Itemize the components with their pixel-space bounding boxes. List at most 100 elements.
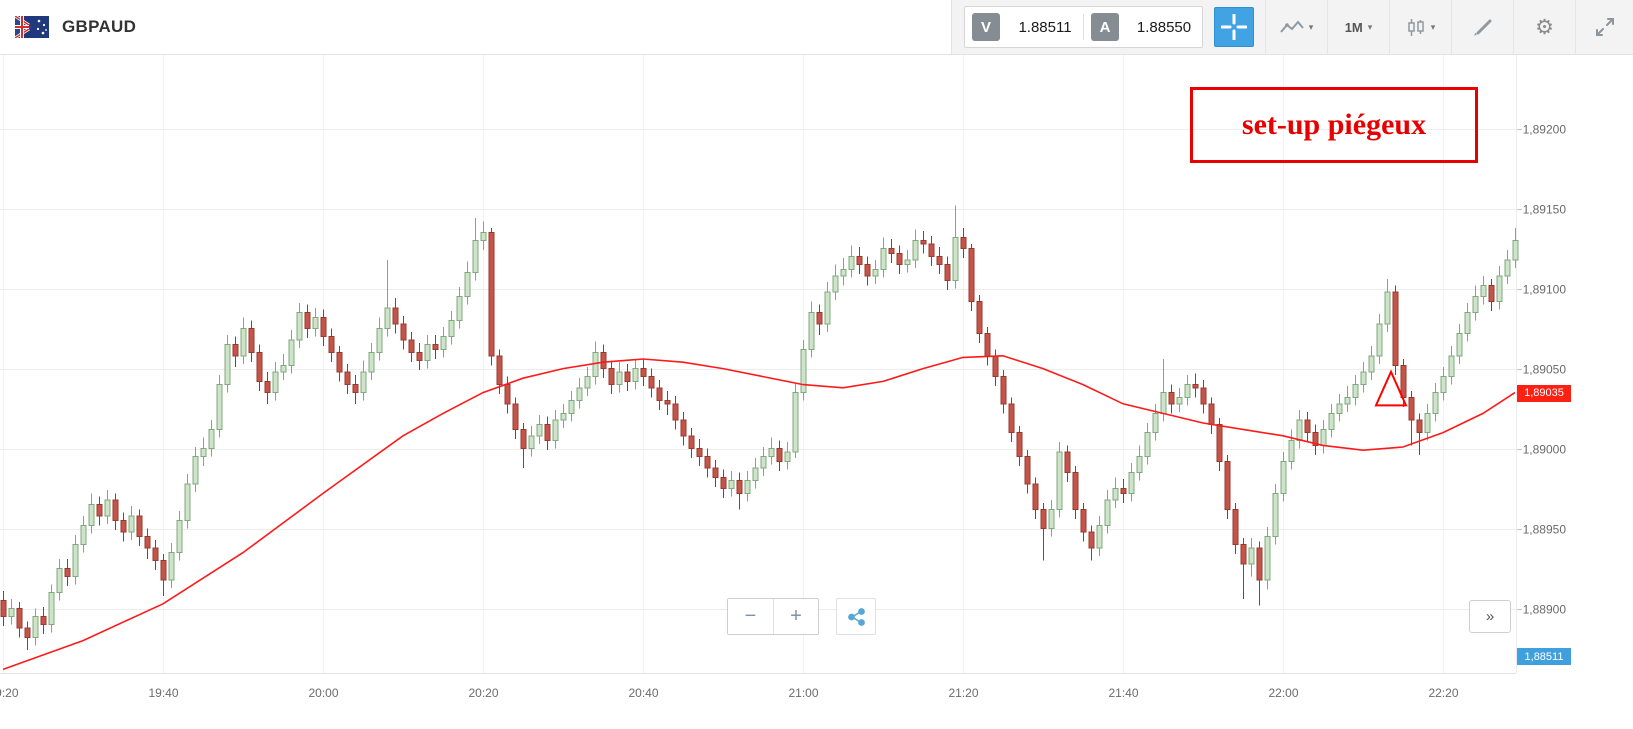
candle <box>904 259 911 266</box>
candle <box>680 419 687 437</box>
candle <box>752 467 759 482</box>
candle <box>1192 384 1199 389</box>
candle <box>256 352 263 382</box>
candle <box>264 380 271 394</box>
x-axis-label: 19:20 <box>0 686 19 700</box>
candle <box>520 428 527 450</box>
candle <box>432 344 439 350</box>
candle <box>1344 396 1351 405</box>
candle <box>688 435 695 450</box>
candle <box>872 268 879 277</box>
symbol-title: GBPAUD <box>62 17 137 36</box>
y-axis-label: 1,89050 <box>1523 363 1567 377</box>
candle <box>664 400 671 405</box>
candle <box>1336 403 1343 414</box>
candle <box>1368 355 1375 373</box>
candle <box>1184 384 1191 398</box>
x-axis-label: 21:20 <box>948 686 978 700</box>
timeframe-label: 1M <box>1344 19 1363 35</box>
buy-price[interactable]: 1.88550 <box>1136 18 1192 36</box>
zoom-out-button[interactable]: − <box>728 599 773 634</box>
candle <box>160 560 167 581</box>
candle <box>560 412 567 421</box>
candle <box>1208 403 1215 426</box>
candle <box>56 568 63 594</box>
collapse-panel-button[interactable]: » <box>1469 600 1511 633</box>
candle <box>1168 392 1175 405</box>
buy-button[interactable]: A <box>1091 13 1119 41</box>
share-button[interactable] <box>836 598 876 635</box>
candle <box>216 384 223 430</box>
candle <box>368 352 375 373</box>
candle <box>1504 259 1511 277</box>
candle <box>168 552 175 581</box>
candle <box>1232 508 1239 546</box>
chart-style-selector[interactable]: ▾ <box>1265 0 1327 54</box>
candle <box>976 300 983 334</box>
candle <box>784 451 791 462</box>
candle-style-selector[interactable]: ▾ <box>1389 0 1451 54</box>
crosshair-tool-button[interactable] <box>1214 7 1254 47</box>
last-price-tag: 1,88511 <box>1517 648 1571 665</box>
fullscreen-button[interactable] <box>1575 0 1633 54</box>
candlestick-icon <box>1407 18 1424 36</box>
gbpaud-flag-icon <box>15 16 49 38</box>
candle <box>840 268 847 277</box>
candle <box>1200 387 1207 405</box>
candle <box>280 364 287 373</box>
candle <box>1136 456 1143 474</box>
candle <box>344 371 351 386</box>
candle <box>1512 240 1519 261</box>
candle <box>920 240 927 245</box>
candle <box>888 248 895 254</box>
candle <box>864 264 871 277</box>
candle <box>1328 412 1335 430</box>
candle <box>1288 440 1295 462</box>
sell-price[interactable]: 1.88511 <box>1018 18 1072 36</box>
candle <box>624 371 631 382</box>
candle <box>72 544 79 578</box>
chevron-down-icon: ▾ <box>1367 21 1373 32</box>
candle <box>1496 275 1503 302</box>
candle <box>1272 492 1279 538</box>
annotation-text: set-up piégeux <box>1241 108 1427 141</box>
candle <box>384 307 391 330</box>
candle <box>1240 544 1247 565</box>
candle <box>1424 412 1431 434</box>
sell-button[interactable]: V <box>972 13 1000 41</box>
candle <box>24 627 31 638</box>
candle <box>760 456 767 469</box>
drawing-tools-button[interactable] <box>1451 0 1513 54</box>
candle <box>144 536 151 549</box>
x-axis-label: 19:40 <box>148 686 178 700</box>
zoom-in-button[interactable]: + <box>773 599 818 634</box>
candle <box>504 384 511 405</box>
candle <box>232 344 239 357</box>
candle <box>568 400 575 414</box>
annotation-box: set-up piégeux <box>1190 87 1478 163</box>
candle <box>576 387 583 402</box>
candle <box>1456 332 1463 357</box>
settings-button[interactable]: ⚙ <box>1513 0 1575 54</box>
chart-canvas[interactable]: 1,89200 1,89150 1,89100 1,89050 1,89000 1,889… <box>0 55 1633 729</box>
y-axis-label: 1,89000 <box>1523 443 1567 457</box>
zoom-controls: − + <box>727 598 819 635</box>
candle <box>1408 396 1415 421</box>
chevron-down-icon: ▾ <box>1308 21 1314 32</box>
x-axis-label: 21:00 <box>788 686 818 700</box>
candle <box>1112 488 1119 501</box>
candle <box>200 448 207 458</box>
x-axis-label: 21:40 <box>1108 686 1138 700</box>
chart-area: 1,89200 1,89150 1,89100 1,89050 1,89000 1,889… <box>0 55 1633 729</box>
candle <box>1440 376 1447 394</box>
topbar-toolbar: V 1.88511 A 1.88550 ▾ <box>951 0 1633 54</box>
candle <box>592 352 599 378</box>
candle <box>1392 291 1399 366</box>
candle <box>1384 291 1391 325</box>
candle <box>104 499 111 517</box>
timeframe-selector[interactable]: 1M ▾ <box>1327 0 1389 54</box>
candle <box>1304 419 1311 434</box>
x-axis-label: 20:40 <box>628 686 658 700</box>
candle <box>152 547 159 562</box>
ma-price-tag: 1,89035 <box>1517 384 1571 402</box>
